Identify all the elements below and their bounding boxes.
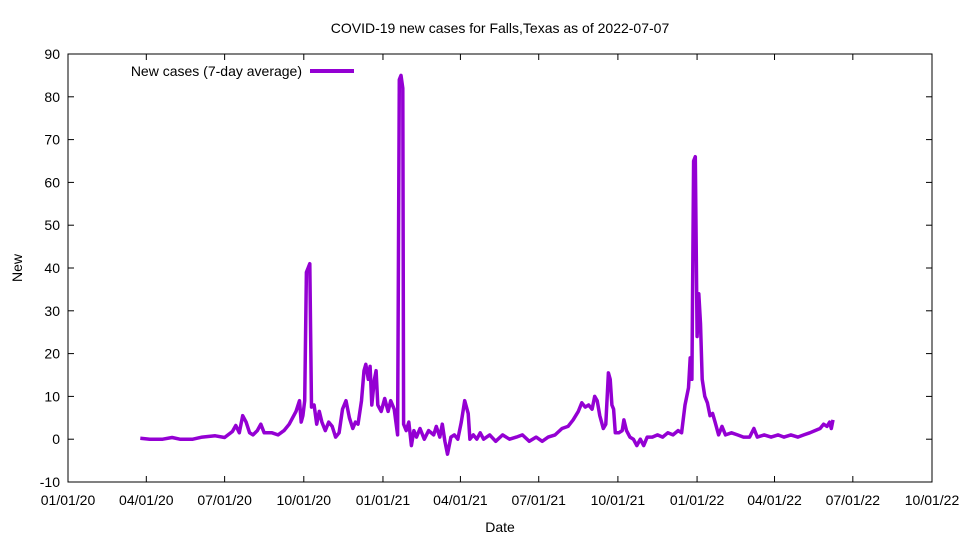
legend: New cases (7-day average) — [131, 63, 354, 79]
y-axis-label: New — [9, 253, 25, 282]
x-tick-label: 01/01/22 — [670, 492, 725, 508]
x-tick-label: 07/01/22 — [826, 492, 881, 508]
y-tick-label: 20 — [44, 346, 60, 362]
y-tick-label: 80 — [44, 89, 60, 105]
legend-label: New cases (7-day average) — [131, 63, 302, 79]
y-tick-label: 70 — [44, 132, 60, 148]
x-axis-label: Date — [485, 519, 515, 535]
plot-area — [140, 73, 835, 456]
x-tick-label: 04/01/21 — [433, 492, 488, 508]
x-tick-label: 01/01/21 — [356, 492, 411, 508]
y-tick-label: 0 — [52, 431, 60, 447]
y-tick-label: -10 — [40, 474, 60, 490]
y-tick-label: 40 — [44, 260, 60, 276]
y-tick-label: 50 — [44, 217, 60, 233]
x-tick-label: 04/01/20 — [119, 492, 174, 508]
x-tick-label: 10/01/21 — [591, 492, 646, 508]
x-tick-label: 10/01/20 — [277, 492, 332, 508]
series-line — [140, 73, 835, 456]
x-tick-label: 07/01/21 — [511, 492, 566, 508]
x-tick-label: 04/01/22 — [747, 492, 802, 508]
chart-title: COVID-19 new cases for Falls,Texas as of… — [331, 20, 670, 36]
y-tick-label: 60 — [44, 174, 60, 190]
y-tick-label: 10 — [44, 388, 60, 404]
y-tick-label: 30 — [44, 303, 60, 319]
x-tick-label: 07/01/20 — [197, 492, 252, 508]
x-tick-label: 01/01/20 — [41, 492, 96, 508]
axis-ticks: -10 0 10 20 30 40 50 60 70 80 90 01/01/20 04/01/20 07… — [40, 46, 960, 508]
plot-frame — [67, 53, 933, 483]
y-tick-label: 90 — [44, 46, 60, 62]
x-tick-label: 10/01/22 — [905, 492, 960, 508]
